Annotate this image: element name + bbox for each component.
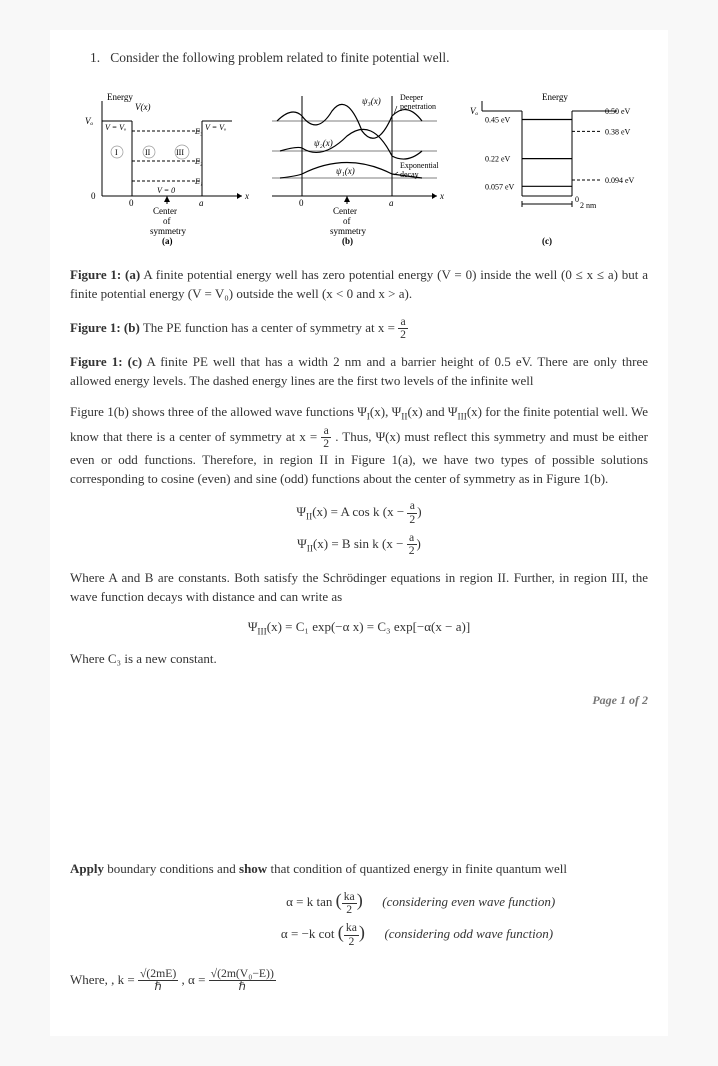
eq-cos: ΨII(x) = A cos k (x − a2)	[70, 500, 648, 526]
q-number: 1.	[90, 50, 100, 65]
para-2: Where A and B are constants. Both satisf…	[70, 569, 648, 607]
svg-text:0.094 eV: 0.094 eV	[605, 176, 635, 185]
fb-of: of	[343, 216, 351, 226]
cap-b-fn: a	[398, 316, 408, 329]
fa-vo: Vₒ	[85, 116, 93, 126]
svg-text:2 nm: 2 nm	[580, 201, 597, 210]
fa-zero: 0	[91, 191, 96, 201]
figure-1c: 0.45 eV 0.50 eV 0.22 eV 0.38 eV 0.057 eV 0.09…	[462, 86, 642, 246]
bc-even: α = k tan (ka2) (considering even wave f…	[70, 890, 648, 916]
fa-e1: E₁	[194, 177, 203, 186]
apply-line: Apply boundary conditions and show that …	[70, 860, 648, 879]
bc-odd: α = −k cot (ka2) (considering odd wave f…	[70, 922, 648, 948]
fb-psi1: ψ₁(x)	[336, 166, 355, 176]
where-line: Where, , k = √(2mE)ℏ , α = √(2m(V₀−E))ℏ	[70, 968, 648, 994]
fb-x: x	[439, 191, 444, 201]
svg-text:0: 0	[575, 195, 579, 204]
fa-e2: E₂	[194, 157, 203, 166]
fb-tag: (b)	[342, 236, 353, 246]
fa-vv2: V = Vₒ	[205, 123, 227, 132]
q-text: Consider the following problem related t…	[110, 50, 449, 65]
fa-zero2: 0	[129, 198, 134, 208]
fa-r1: I	[115, 148, 118, 157]
eq-exp: ΨIII(x) = C₁ exp(−α x) = C₃ exp[−α(x − a…	[70, 619, 648, 638]
fa-tag: (a)	[162, 236, 173, 246]
fb-center: Center	[333, 206, 357, 216]
cap-a-b: Figure 1: (a)	[70, 267, 140, 282]
cap-b-t: The PE function has a center of symmetry…	[140, 319, 398, 334]
cap-b-fd: 2	[398, 329, 408, 341]
fa-x: x	[244, 191, 249, 201]
fa-vv1: V = Vₒ	[105, 123, 127, 132]
fb-sym: symmetry	[330, 226, 366, 236]
svg-text:Energy: Energy	[542, 92, 568, 102]
svg-text:Vₒ: Vₒ	[470, 106, 478, 116]
fb-psi3: ψ₃(x)	[362, 96, 381, 106]
svg-text:0.50 eV: 0.50 eV	[605, 107, 631, 116]
fa-r3: III	[176, 148, 184, 157]
svg-text:(c): (c)	[542, 236, 552, 246]
fa-r2: II	[145, 148, 151, 157]
fb-dec: decay	[400, 170, 419, 179]
fb-exp: Exponential	[400, 161, 439, 170]
cap-c-t: A finite PE well that has a width 2 nm a…	[70, 354, 648, 388]
fa-a: a	[199, 198, 204, 208]
fa-sym: symmetry	[150, 226, 186, 236]
para-3: Where C₃ is a new constant.	[70, 650, 648, 669]
caption-c: Figure 1: (c) A finite PE well that has …	[70, 353, 648, 391]
svg-text:0.38 eV: 0.38 eV	[605, 127, 631, 136]
figure-row: Energy V(x) Vₒ V = Vₒ V = Vₒ I II III E₃…	[70, 86, 648, 246]
page-footer: Page 1 of 2	[70, 693, 648, 708]
svg-text:0.22 eV: 0.22 eV	[485, 155, 511, 164]
fb-zero: 0	[299, 198, 304, 208]
question-line: 1. Consider the following problem relate…	[90, 50, 648, 66]
cap-b-b: Figure 1: (b)	[70, 319, 140, 334]
fb-deep: Deeper	[400, 93, 423, 102]
cap-a-t: A finite potential energy well has zero …	[70, 267, 648, 301]
fa-of: of	[163, 216, 171, 226]
caption-b: Figure 1: (b) The PE function has a cent…	[70, 316, 648, 342]
fb-psi2: ψ₂(x)	[314, 138, 333, 148]
fa-v0: V = 0	[157, 186, 175, 195]
eq-sin: ΨII(x) = B sin k (x − a2)	[70, 532, 648, 558]
fa-vx: V(x)	[135, 102, 151, 112]
figure-1b: ψ₂(x) ψ₁(x) ψ₃(x) Deeper penetration Exp…	[262, 86, 452, 246]
fa-energy: Energy	[107, 92, 133, 102]
figure-1a: Energy V(x) Vₒ V = Vₒ V = Vₒ I II III E₃…	[77, 86, 252, 246]
fb-pen: penetration	[400, 102, 436, 111]
fa-center: Center	[153, 206, 177, 216]
caption-a: Figure 1: (a) A finite potential energy …	[70, 266, 648, 304]
fa-e3: E₃	[194, 127, 203, 136]
fb-a: a	[389, 198, 394, 208]
svg-text:0.057 eV: 0.057 eV	[485, 182, 515, 191]
cap-c-b: Figure 1: (c)	[70, 354, 142, 369]
para-1: Figure 1(b) shows three of the allowed w…	[70, 403, 648, 488]
svg-text:0.45 eV: 0.45 eV	[485, 116, 511, 125]
